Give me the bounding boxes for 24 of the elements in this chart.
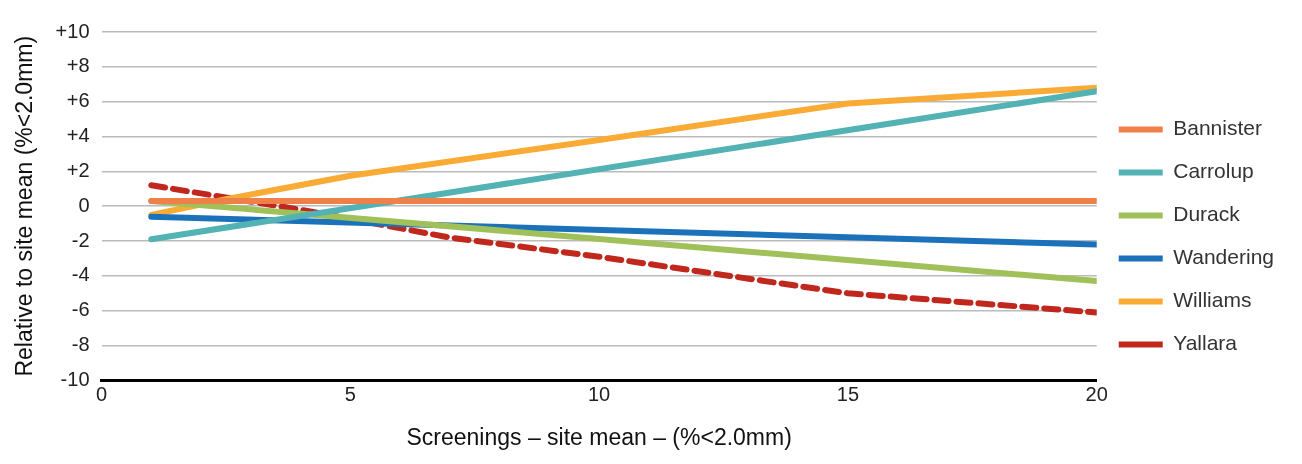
legend-label: Carrolup xyxy=(1173,159,1254,183)
y-tick-label: -2 xyxy=(71,228,90,251)
y-tick-label: -8 xyxy=(71,333,90,356)
legend-label: Yallara xyxy=(1173,331,1238,355)
y-tick-label: +8 xyxy=(66,54,90,77)
x-tick-label: 5 xyxy=(344,382,356,405)
x-tick-label: 0 xyxy=(95,382,108,405)
y-tick-label: 0 xyxy=(78,193,90,216)
x-tick-label: 10 xyxy=(588,382,611,405)
y-axis-title: Relative to site mean (%<2.0mm) xyxy=(11,35,38,377)
legend-label: Williams xyxy=(1173,288,1252,312)
x-tick-label: 15 xyxy=(836,382,860,405)
legend-label: Durack xyxy=(1173,202,1241,226)
y-tick-label: +2 xyxy=(66,158,90,181)
y-tick-label: -10 xyxy=(60,367,90,390)
x-tick-label: 20 xyxy=(1085,382,1108,405)
y-tick-label: -6 xyxy=(71,298,90,321)
legend-label: Wandering xyxy=(1173,245,1275,269)
y-tick-label: -4 xyxy=(71,263,90,286)
legend-label: Bannister xyxy=(1173,116,1262,140)
y-tick-label: +10 xyxy=(55,19,90,42)
y-tick-label: +6 xyxy=(66,89,90,112)
y-tick-label: +4 xyxy=(66,124,90,147)
x-axis-title: Screenings – site mean – (%<2.0mm) xyxy=(406,423,792,450)
